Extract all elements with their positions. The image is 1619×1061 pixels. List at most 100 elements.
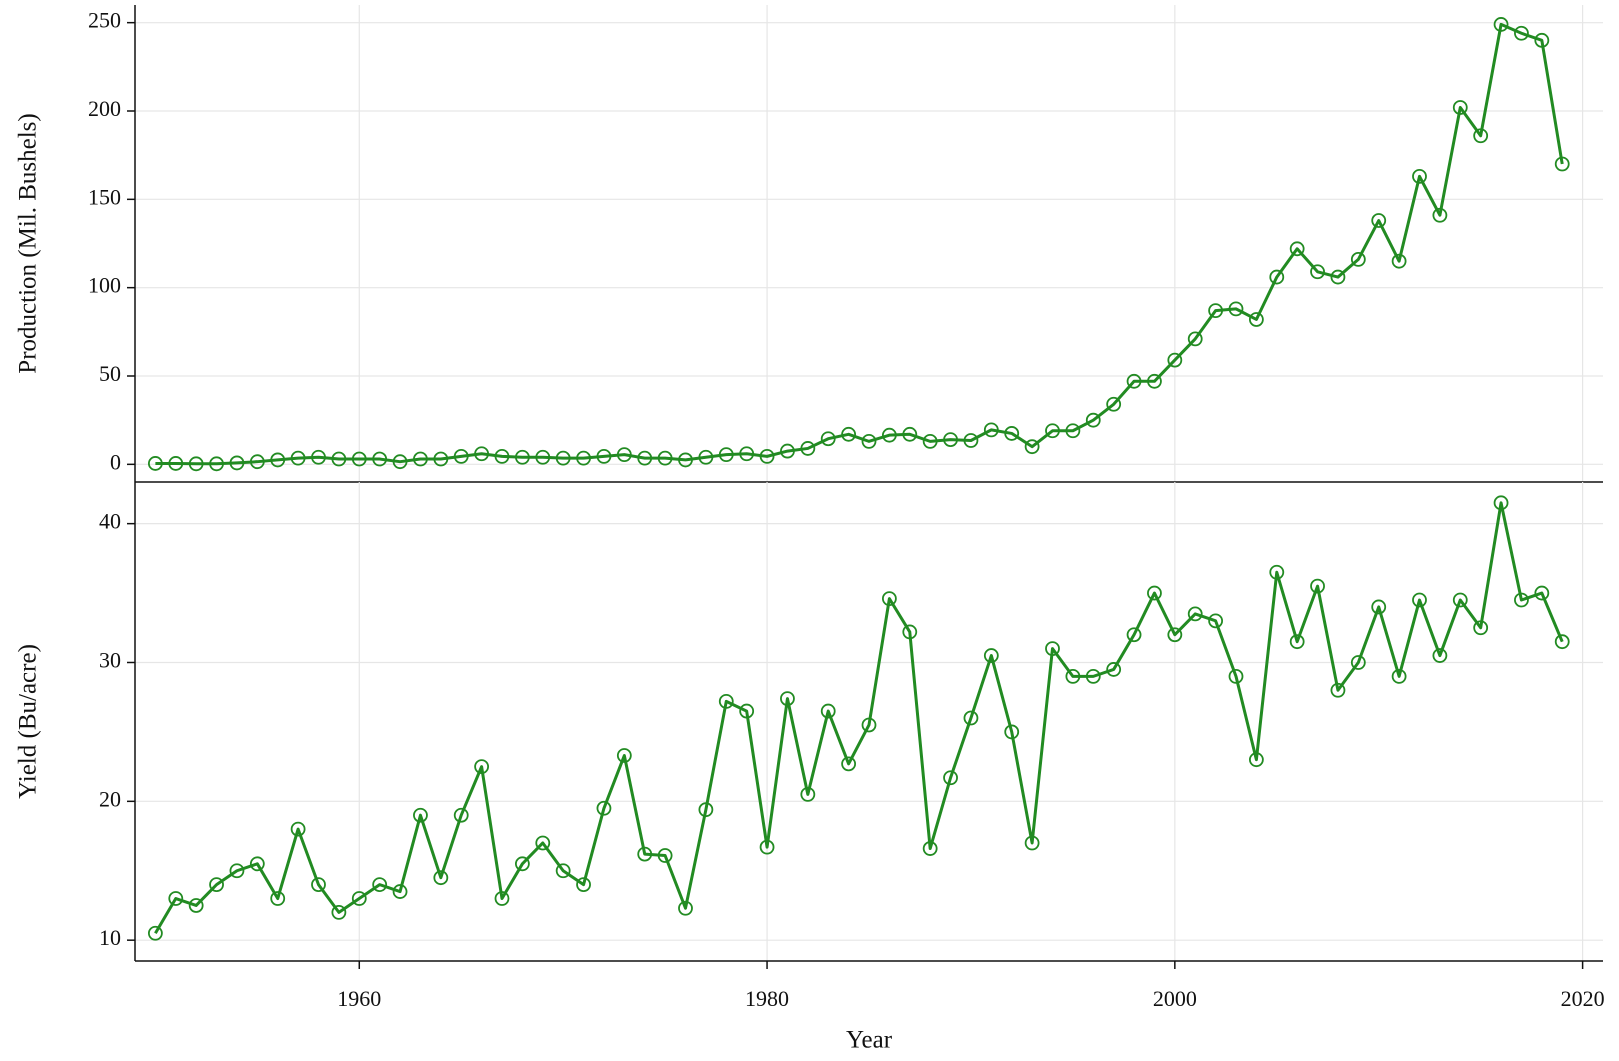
data-point <box>1004 426 1020 441</box>
data-point <box>902 624 918 640</box>
data-point <box>1534 32 1550 48</box>
data-point <box>351 451 367 467</box>
data-point <box>229 863 245 879</box>
data-point <box>1432 648 1448 663</box>
data-point <box>861 433 877 449</box>
data-point <box>1514 592 1529 608</box>
data-point <box>1208 613 1224 629</box>
data-point <box>1004 724 1020 740</box>
x-tick-label: 1980 <box>745 986 789 1011</box>
data-point <box>1065 668 1081 684</box>
data-point <box>351 891 367 906</box>
data-point <box>331 451 347 467</box>
data-point <box>147 456 163 471</box>
y-tick-label: 20 <box>99 786 121 811</box>
data-point <box>922 433 938 449</box>
data-point <box>474 446 490 462</box>
data-point <box>209 456 224 472</box>
data-point <box>433 451 449 467</box>
data-point <box>1289 241 1305 257</box>
data-point <box>1147 373 1162 389</box>
data-point <box>494 891 510 906</box>
data-point <box>780 691 795 706</box>
data-point <box>1269 269 1285 285</box>
data-point <box>270 452 286 468</box>
data-point <box>800 786 816 802</box>
data-point <box>1412 592 1427 608</box>
x-tick-label: 1960 <box>337 986 381 1011</box>
data-point <box>1167 352 1183 368</box>
data-point <box>739 446 755 462</box>
data-point <box>494 448 510 464</box>
data-point <box>1350 655 1366 670</box>
data-point <box>290 450 306 466</box>
y-axis-label: Yield (Bu/acre) <box>15 644 42 799</box>
data-point <box>372 451 388 467</box>
data-point <box>1085 668 1101 684</box>
data-point <box>820 431 836 447</box>
data-point <box>943 432 958 448</box>
data-point <box>1269 564 1285 580</box>
data-point <box>229 455 245 471</box>
data-point <box>433 870 449 886</box>
data-point <box>1126 627 1142 643</box>
data-point <box>1024 439 1040 455</box>
data-point <box>678 900 693 916</box>
data-point <box>841 756 857 772</box>
data-point <box>290 821 306 837</box>
data-point <box>1473 128 1489 144</box>
data-point <box>1554 634 1570 650</box>
data-point <box>1106 662 1122 677</box>
data-point <box>943 770 958 786</box>
data-point <box>1391 668 1407 684</box>
data-point <box>168 891 184 906</box>
data-point <box>963 710 979 726</box>
data-point <box>596 800 612 816</box>
y-tick-label: 10 <box>99 925 121 950</box>
data-point <box>1473 620 1489 636</box>
y-tick-label: 50 <box>99 361 121 386</box>
data-point <box>188 898 204 913</box>
data-point <box>1310 578 1325 594</box>
data-point <box>372 877 388 893</box>
data-point <box>1493 17 1509 32</box>
data-point <box>413 807 428 823</box>
data-point <box>1534 585 1550 601</box>
data-point <box>739 703 755 719</box>
data-point <box>698 802 714 818</box>
y-tick-label: 0 <box>110 449 121 474</box>
data-point <box>1208 303 1224 319</box>
data-point <box>616 447 632 463</box>
data-point <box>168 456 184 471</box>
data-point <box>1106 396 1122 412</box>
data-point <box>596 448 612 464</box>
data-point <box>188 456 204 472</box>
data-point <box>1514 25 1529 41</box>
data-point <box>147 925 163 941</box>
data-point <box>453 807 469 823</box>
data-point <box>1167 627 1183 643</box>
data-point <box>1228 301 1244 317</box>
data-point <box>800 441 816 456</box>
data-point <box>718 693 734 709</box>
data-line <box>154 501 1564 934</box>
y-tick-label: 40 <box>99 509 121 534</box>
data-point <box>555 450 571 466</box>
data-point <box>392 884 408 899</box>
y-tick-label: 200 <box>88 96 121 121</box>
data-point <box>270 891 286 906</box>
data-point <box>1310 264 1325 280</box>
data-point <box>841 426 857 442</box>
data-point <box>514 449 530 465</box>
data-point <box>535 449 551 465</box>
data-point <box>780 443 795 459</box>
data-point <box>698 449 714 465</box>
y-tick-label: 30 <box>99 648 121 673</box>
data-point <box>209 877 224 893</box>
data-point <box>311 877 326 893</box>
data-point <box>657 450 673 466</box>
data-point <box>1065 423 1081 439</box>
data-point <box>1248 312 1264 327</box>
data-point <box>413 451 428 467</box>
